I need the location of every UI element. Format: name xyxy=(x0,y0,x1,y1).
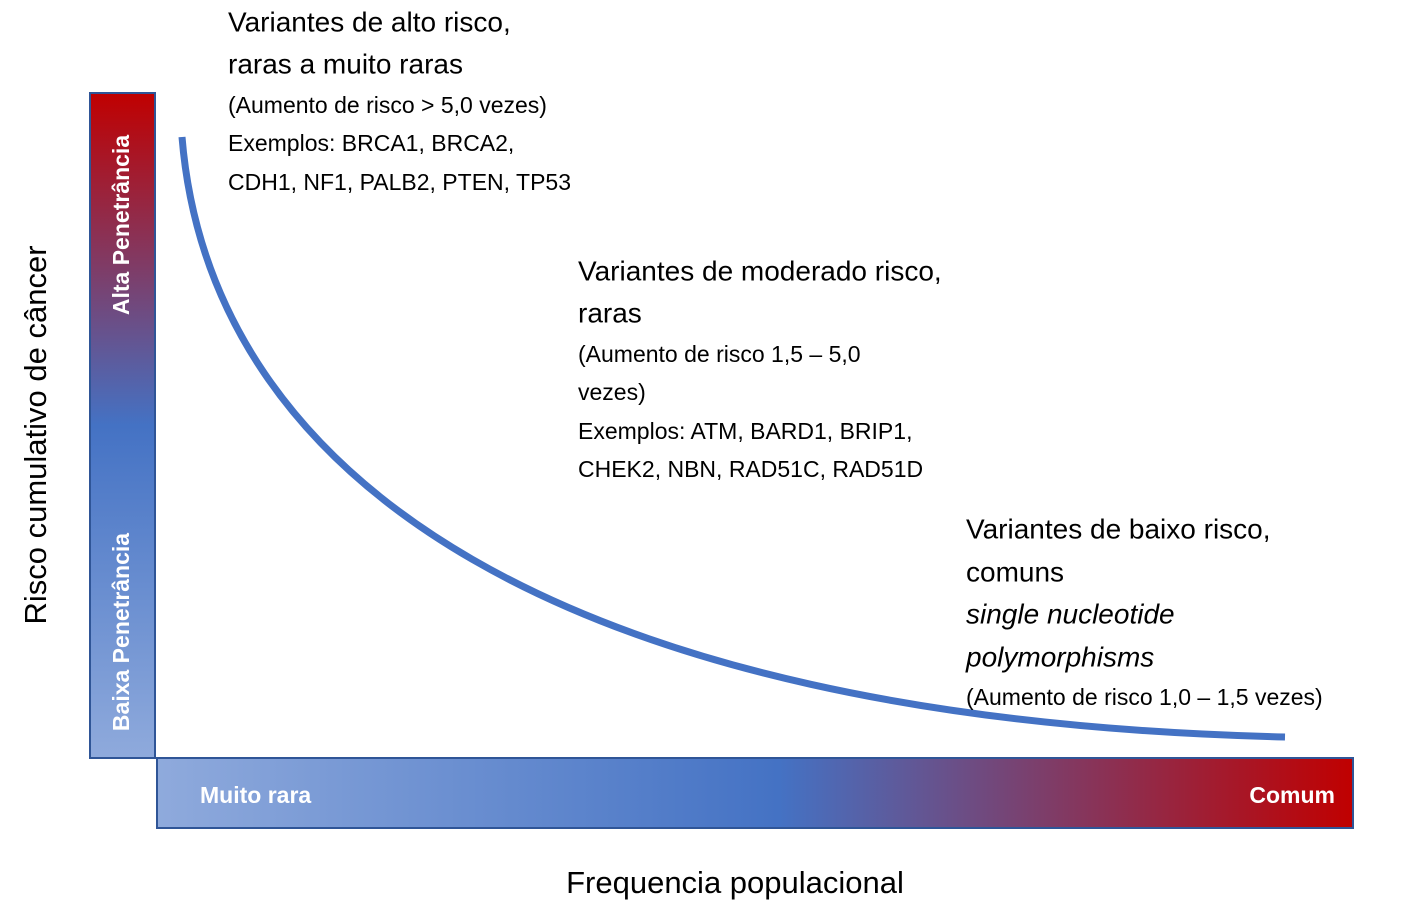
group-line: raras xyxy=(578,297,642,328)
top-bar-label: Alta Penetrância xyxy=(108,135,134,315)
right-bar-label: Comum xyxy=(1249,782,1335,808)
group-line: Variantes de alto risco, xyxy=(228,6,511,37)
group-line: comuns xyxy=(966,556,1064,587)
risk-curve xyxy=(178,136,1286,741)
group-line: (Aumento de risco 1,5 – 5,0 xyxy=(578,341,861,367)
group-line: CDH1, NF1, PALB2, PTEN, TP53 xyxy=(228,169,571,195)
frequency-bar xyxy=(156,757,1354,829)
group-line: polymorphisms xyxy=(965,641,1154,672)
x-axis-label: Frequencia populacional xyxy=(566,865,904,900)
group-line: vezes) xyxy=(578,379,646,405)
group-line: single nucleotide xyxy=(966,598,1175,629)
left-bar-label: Muito rara xyxy=(200,782,311,808)
y-axis-label: Risco cumulativo de câncer xyxy=(18,245,53,624)
penetrance-bar xyxy=(89,92,156,759)
bottom-bar-label: Baixa Penetrância xyxy=(108,533,134,731)
group-line: Exemplos: ATM, BARD1, BRIP1, xyxy=(578,418,912,444)
group-line: Exemplos: BRCA1, BRCA2, xyxy=(228,130,514,156)
group-line: CHEK2, NBN, RAD51C, RAD51D xyxy=(578,456,923,482)
group-line: (Aumento de risco > 5,0 vezes) xyxy=(228,92,547,118)
group-line: raras a muito raras xyxy=(228,48,463,79)
group-line: (Aumento de risco 1,0 – 1,5 vezes) xyxy=(966,684,1323,710)
group-line: Variantes de moderado risco, xyxy=(578,255,942,286)
group-line: Variantes de baixo risco, xyxy=(966,513,1271,544)
